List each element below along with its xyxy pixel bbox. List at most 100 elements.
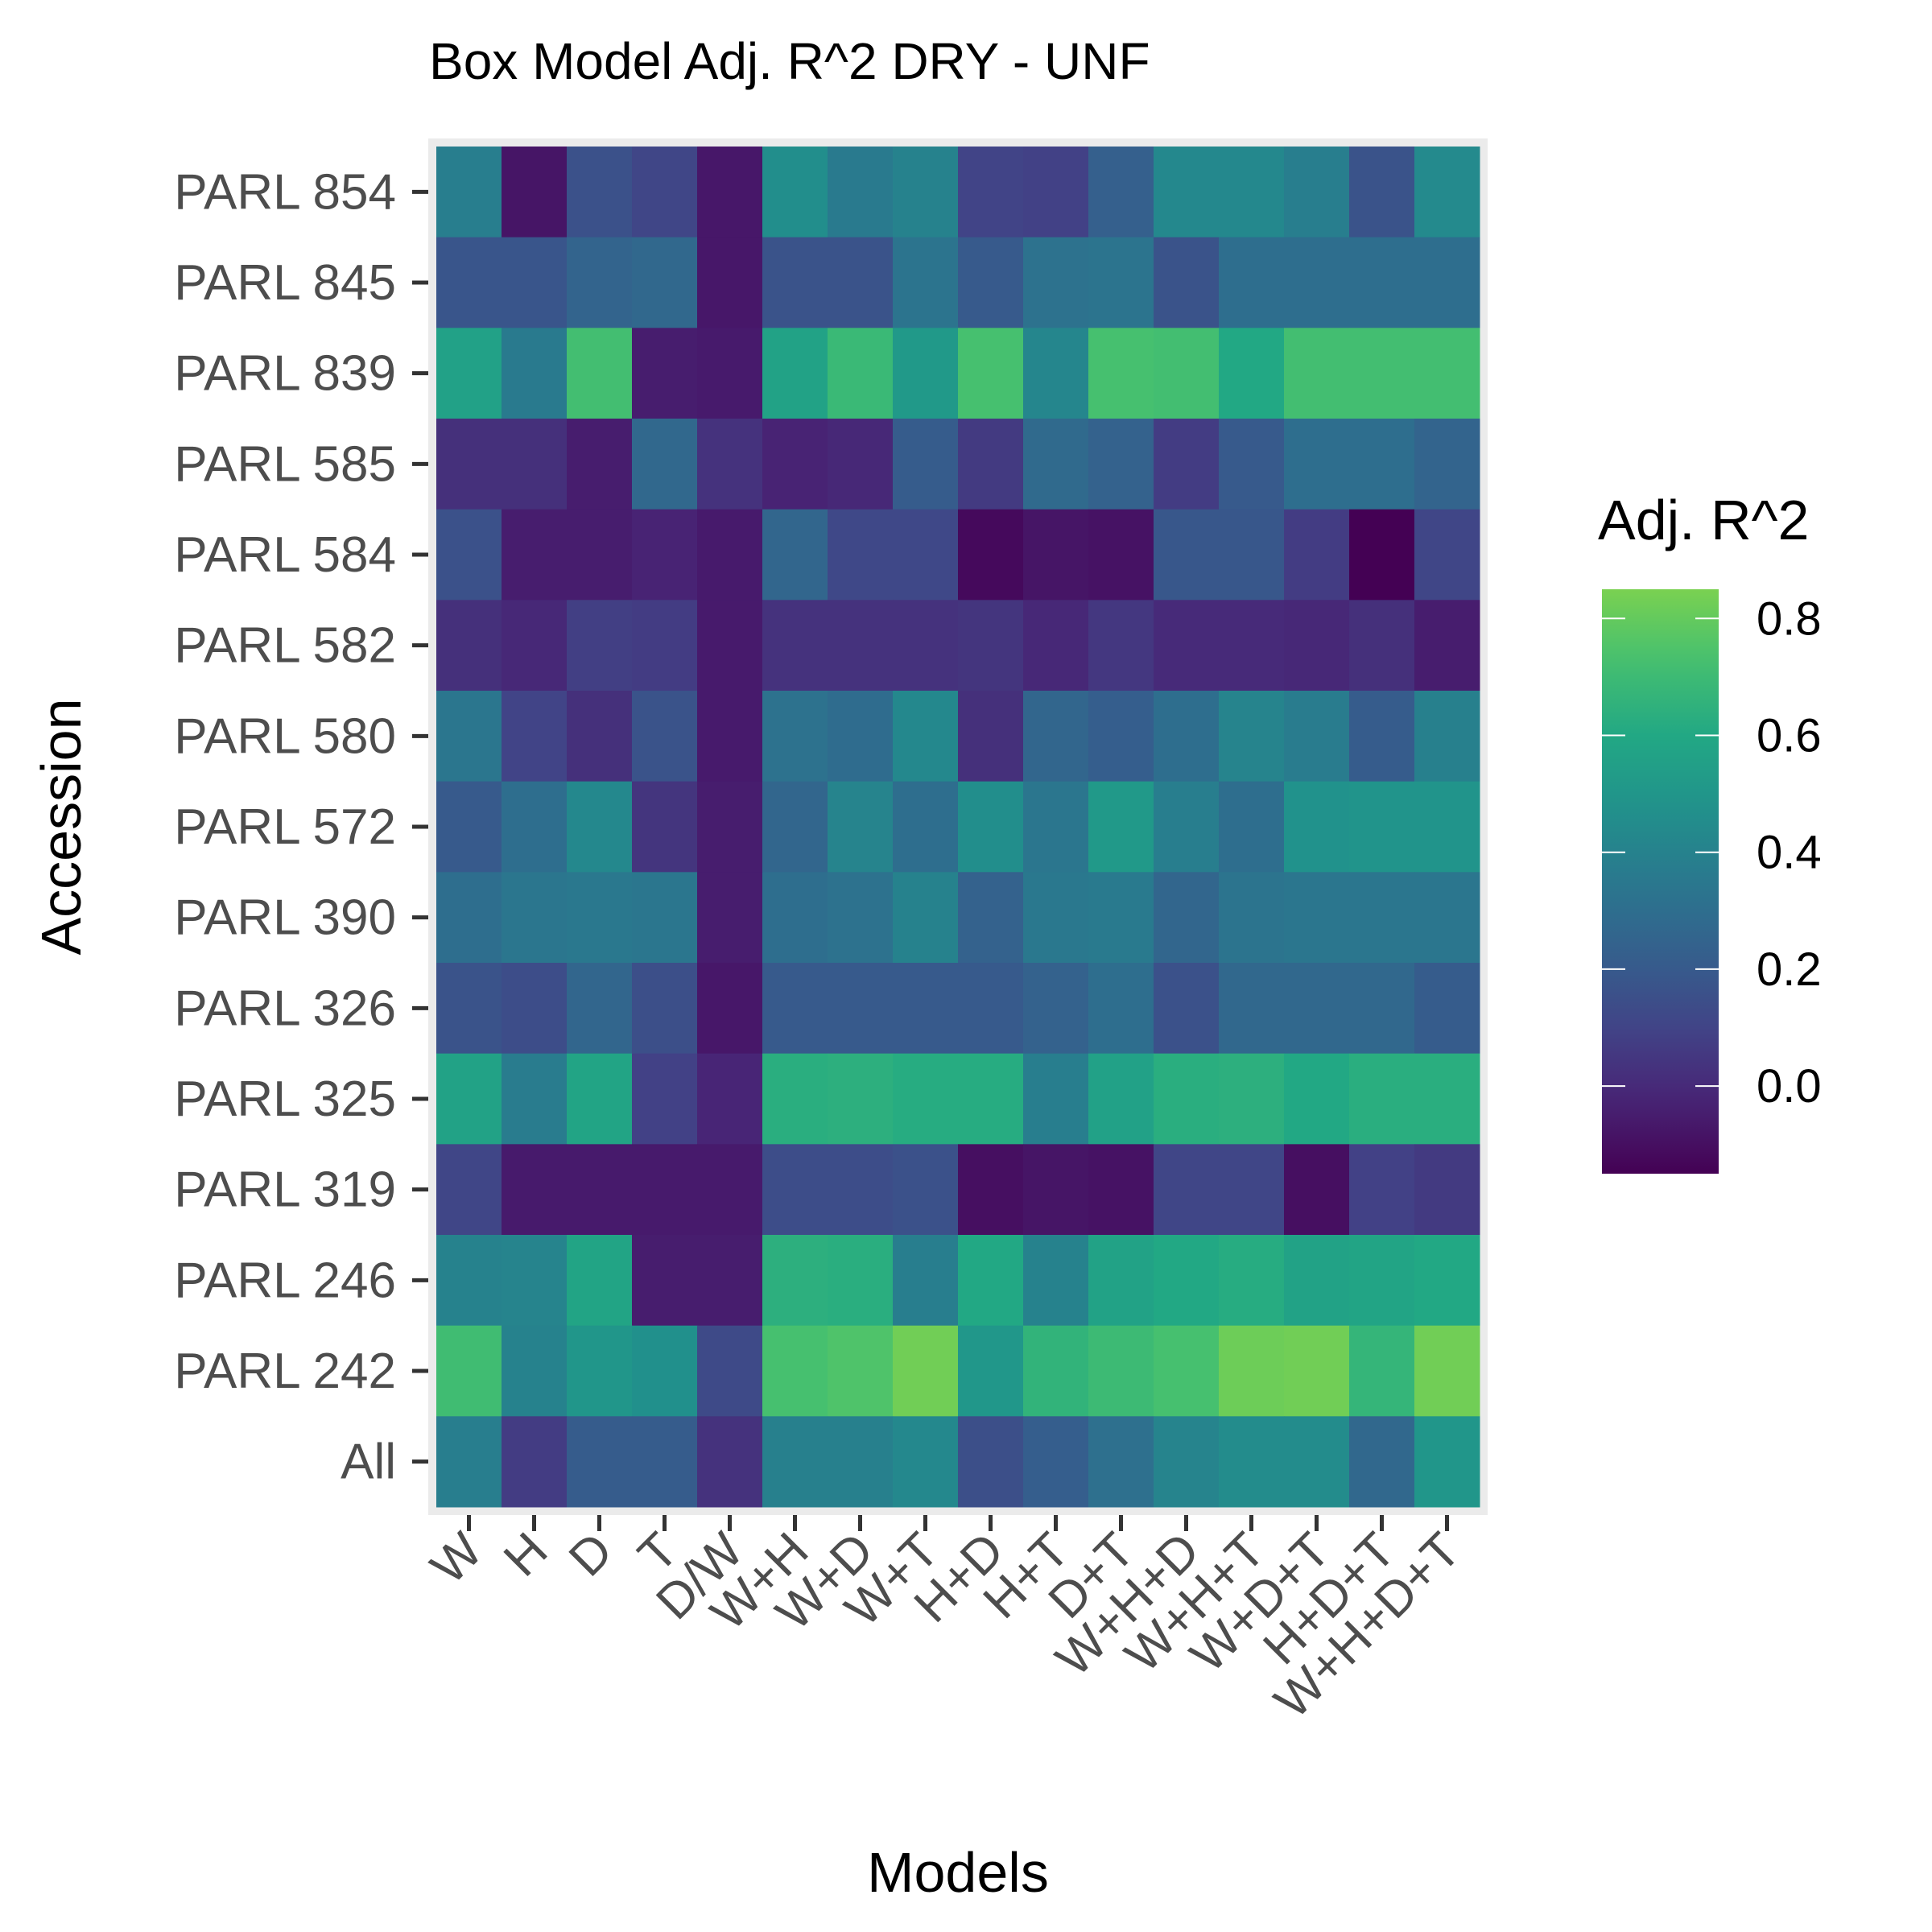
heatmap-cell bbox=[958, 419, 1024, 510]
heatmap-cell bbox=[632, 237, 698, 328]
heatmap-cell bbox=[1154, 509, 1220, 601]
heatmap-cell bbox=[893, 147, 959, 238]
heatmap-cell bbox=[632, 781, 698, 873]
heatmap-cell bbox=[567, 509, 633, 601]
heatmap-cell bbox=[1414, 237, 1480, 328]
heatmap-cell bbox=[697, 781, 763, 873]
heatmap-cell bbox=[1023, 963, 1089, 1055]
heatmap-cell bbox=[1219, 147, 1285, 238]
heatmap-cell bbox=[1154, 600, 1220, 691]
heatmap-cell bbox=[1154, 237, 1220, 328]
heatmap-cell bbox=[436, 237, 502, 328]
heatmap-cell bbox=[632, 1235, 698, 1327]
heatmap-cell bbox=[828, 509, 894, 601]
heatmap-cell bbox=[893, 1325, 959, 1417]
x-tick-label: D bbox=[559, 1522, 623, 1587]
heatmap-cell bbox=[762, 691, 828, 782]
heatmap-cell bbox=[1088, 1144, 1154, 1236]
heatmap-cell bbox=[1349, 1144, 1415, 1236]
heatmap-cell bbox=[1414, 147, 1480, 238]
y-tick-label: PARL 580 bbox=[174, 708, 396, 764]
heatmap-cell bbox=[502, 872, 568, 964]
heatmap-cell bbox=[1154, 1235, 1220, 1327]
heatmap-cell bbox=[436, 1325, 502, 1417]
heatmap-cell bbox=[1414, 963, 1480, 1055]
heatmap-cell bbox=[1284, 1416, 1350, 1508]
heatmap-cell bbox=[828, 237, 894, 328]
heatmap-cell bbox=[567, 1235, 633, 1327]
heatmap-cell bbox=[632, 509, 698, 601]
heatmap-cell bbox=[1219, 600, 1285, 691]
heatmap-cell bbox=[1284, 1053, 1350, 1145]
heatmap-cell bbox=[632, 147, 698, 238]
heatmap-cell bbox=[632, 328, 698, 419]
heatmap-cell bbox=[762, 419, 828, 510]
heatmap-cell bbox=[436, 1235, 502, 1327]
heatmap-cell bbox=[893, 691, 959, 782]
heatmap-cell bbox=[828, 1416, 894, 1508]
heatmap-cell bbox=[1088, 691, 1154, 782]
heatmap-cell bbox=[632, 1325, 698, 1417]
heatmap-cell bbox=[1088, 147, 1154, 238]
heatmap-cell bbox=[958, 237, 1024, 328]
heatmap-cell bbox=[567, 781, 633, 873]
heatmap-cell bbox=[828, 1053, 894, 1145]
heatmap-cell bbox=[502, 147, 568, 238]
heatmap-cell bbox=[1088, 1325, 1154, 1417]
heatmap-cell bbox=[893, 781, 959, 873]
heatmap-cell bbox=[762, 1325, 828, 1417]
heatmap-cell bbox=[1219, 1144, 1285, 1236]
heatmap-cell bbox=[1023, 509, 1089, 601]
heatmap-cell bbox=[502, 1144, 568, 1236]
heatmap-cell bbox=[762, 328, 828, 419]
legend-tick-label: 0.0 bbox=[1757, 1060, 1822, 1113]
heatmap-cell bbox=[1023, 781, 1089, 873]
heatmap-cells bbox=[436, 147, 1480, 1508]
heatmap-cell bbox=[828, 1144, 894, 1236]
heatmap-cell bbox=[762, 1144, 828, 1236]
heatmap-cell bbox=[1414, 600, 1480, 691]
heatmap-cell bbox=[1414, 1144, 1480, 1236]
heatmap-cell bbox=[1414, 1416, 1480, 1508]
heatmap-cell bbox=[762, 509, 828, 601]
heatmap-cell bbox=[958, 781, 1024, 873]
heatmap-cell bbox=[1023, 1053, 1089, 1145]
heatmap-cell bbox=[762, 963, 828, 1055]
heatmap-cell bbox=[697, 419, 763, 510]
heatmap-cell bbox=[762, 872, 828, 964]
heatmap-cell bbox=[1414, 1235, 1480, 1327]
heatmap-cell bbox=[502, 691, 568, 782]
heatmap-cell bbox=[1023, 1144, 1089, 1236]
y-tick-label: PARL 584 bbox=[174, 527, 396, 583]
heatmap-cell bbox=[697, 509, 763, 601]
heatmap-cell bbox=[502, 1053, 568, 1145]
heatmap-cell bbox=[1088, 781, 1154, 873]
heatmap-cell bbox=[1219, 509, 1285, 601]
heatmap-cell bbox=[1284, 147, 1350, 238]
heatmap-cell bbox=[502, 600, 568, 691]
heatmap-cell bbox=[1284, 600, 1350, 691]
heatmap-cell bbox=[958, 600, 1024, 691]
heatmap-cell bbox=[436, 147, 502, 238]
heatmap-cell bbox=[1284, 509, 1350, 601]
heatmap-cell bbox=[502, 1325, 568, 1417]
y-tick-label: PARL 246 bbox=[174, 1253, 396, 1308]
heatmap-cell bbox=[1349, 963, 1415, 1055]
heatmap-cell bbox=[697, 1416, 763, 1508]
heatmap-cell bbox=[567, 419, 633, 510]
heatmap-cell bbox=[436, 1416, 502, 1508]
heatmap-cell bbox=[1088, 509, 1154, 601]
heatmap-cell bbox=[1349, 419, 1415, 510]
heatmap-cell bbox=[1023, 237, 1089, 328]
heatmap-cell bbox=[632, 1053, 698, 1145]
legend-tick-label: 0.6 bbox=[1757, 710, 1822, 762]
heatmap-cell bbox=[1023, 691, 1089, 782]
heatmap-cell bbox=[1414, 691, 1480, 782]
heatmap-cell bbox=[828, 1325, 894, 1417]
heatmap-cell bbox=[1088, 963, 1154, 1055]
y-tick-label: PARL 845 bbox=[174, 255, 396, 311]
heatmap-cell bbox=[1219, 781, 1285, 873]
heatmap-cell bbox=[1284, 781, 1350, 873]
heatmap-cell bbox=[762, 1053, 828, 1145]
heatmap-cell bbox=[502, 237, 568, 328]
